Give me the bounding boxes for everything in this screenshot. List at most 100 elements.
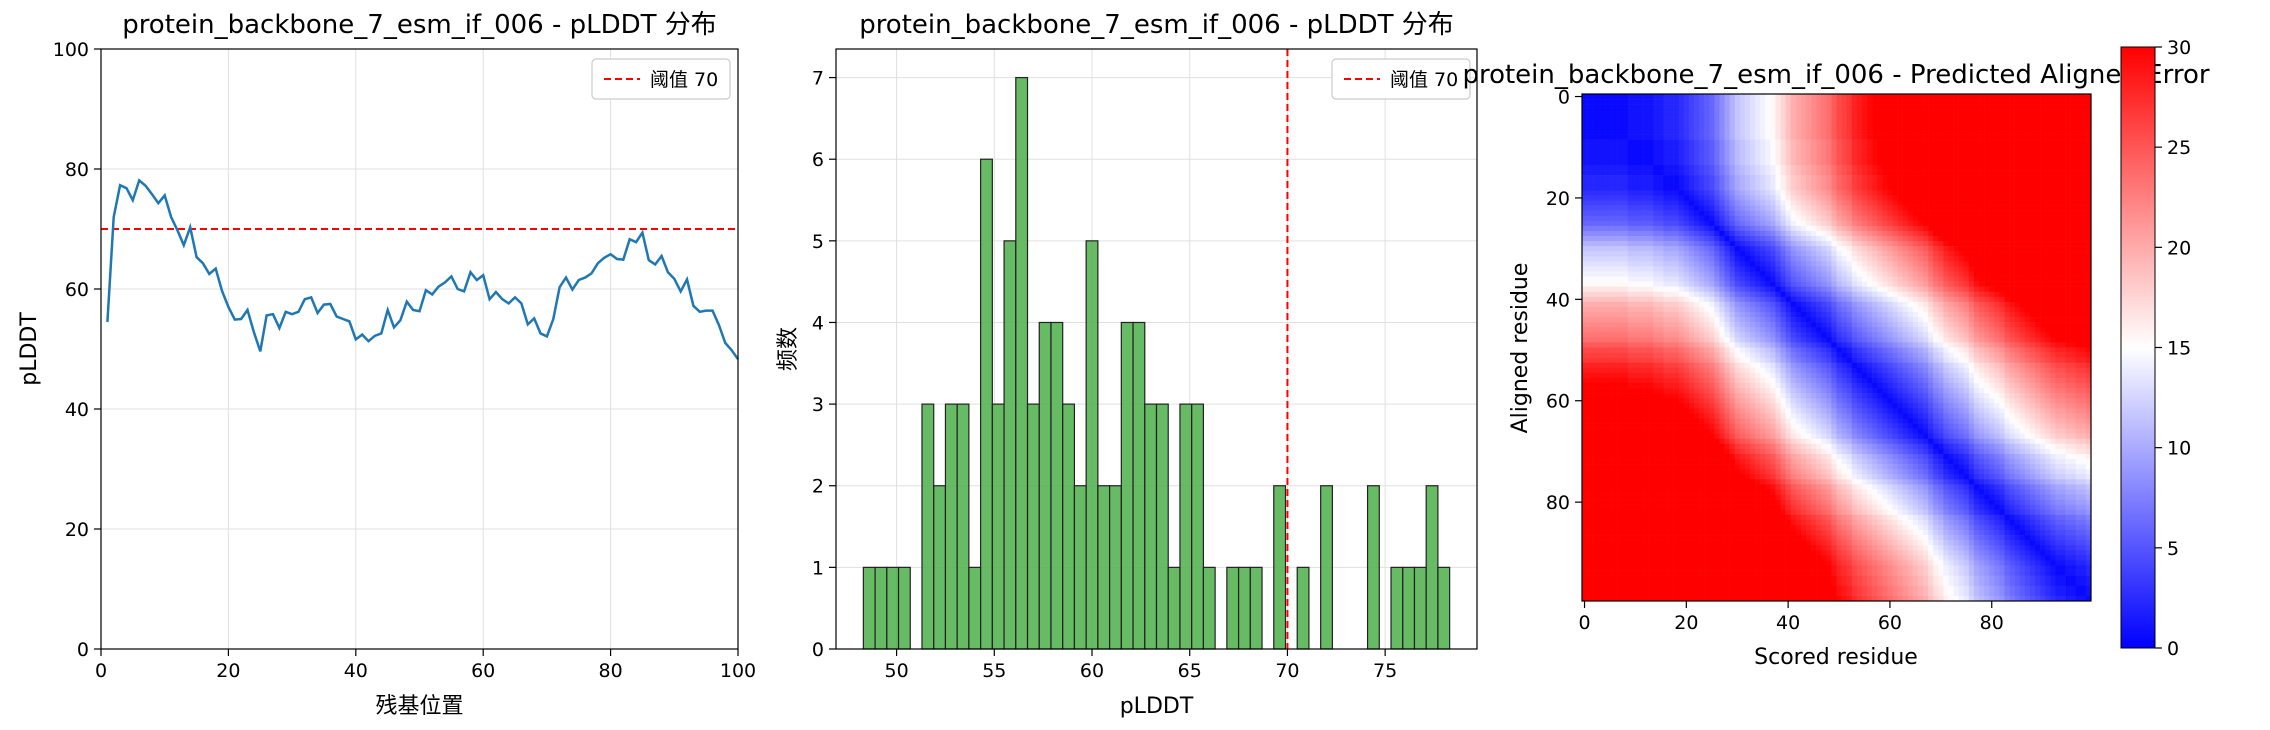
pae-cell <box>1836 109 1842 115</box>
pae-cell <box>1678 180 1685 186</box>
pae-cell <box>1602 195 1608 201</box>
pae-cell <box>1999 301 2005 308</box>
pae-cell <box>1760 306 1766 313</box>
pae-cell <box>1948 104 1954 110</box>
pae-cell <box>1867 114 1873 120</box>
pae-cell <box>1800 109 1807 115</box>
pae-cell <box>1622 230 1629 237</box>
pae-cell <box>1994 225 2000 232</box>
pae-cell <box>1673 246 1680 252</box>
pae-cell <box>1811 312 1817 318</box>
pae-cell <box>1612 200 1618 206</box>
pae-cell <box>2004 241 2010 247</box>
pae-cell <box>1673 301 1680 308</box>
pae-cell <box>1734 114 1741 120</box>
pae-cell <box>1678 170 1685 176</box>
pae-cell <box>1648 109 1654 115</box>
pae-cell <box>1632 114 1639 120</box>
pae-cell <box>1907 134 1914 140</box>
pae-cell <box>1622 149 1629 156</box>
pae-cell <box>1775 301 1781 308</box>
pae-cell <box>1785 170 1791 176</box>
pae-cell <box>1867 327 1873 333</box>
pae-cell <box>1968 139 1975 145</box>
pae-cell <box>1683 175 1690 181</box>
pae-cell <box>2085 159 2092 166</box>
pae-cell <box>2029 99 2036 105</box>
pae-cell <box>1836 175 1842 181</box>
pae-cell <box>1678 220 1685 227</box>
pae-cell <box>1968 195 1975 201</box>
pae-cell <box>1719 109 1725 115</box>
pae-cell <box>1907 104 1914 110</box>
pae-cell <box>1622 332 1629 338</box>
pae-cell <box>1729 291 1735 298</box>
pae-cell <box>1800 175 1807 181</box>
pae-cell <box>1856 322 1863 328</box>
pae-cell <box>1877 154 1883 161</box>
pae-cell <box>2029 281 2036 287</box>
pae-cell <box>1979 164 1985 171</box>
pae-cell <box>1968 144 1975 151</box>
pae-cell <box>2055 190 2061 196</box>
pae-cell <box>1923 241 1929 247</box>
pae-cell <box>1872 170 1878 176</box>
pae-cell <box>1928 104 1934 110</box>
pae-cell <box>1673 94 1680 100</box>
pae-cell <box>1867 286 1873 293</box>
pae-cell <box>2080 327 2087 333</box>
pae-cell <box>1872 312 1878 318</box>
pae-cell <box>1709 159 1715 166</box>
pae-cell <box>1790 312 1797 318</box>
pae-cell <box>1892 94 1898 100</box>
pae-cell <box>1917 210 1924 216</box>
pae-cell <box>1709 271 1715 277</box>
pae-cell <box>1643 109 1649 115</box>
pae-cell <box>1734 230 1741 237</box>
pae-cell <box>1648 286 1654 293</box>
pae-cell <box>1979 306 1985 313</box>
pae-cell <box>1739 261 1746 267</box>
pae-cell <box>2029 291 2036 298</box>
pae-cell <box>1831 190 1837 196</box>
pae-cell <box>1607 261 1613 267</box>
pae-cell <box>1867 246 1873 252</box>
pae-cell <box>1867 291 1873 298</box>
pae-cell <box>1637 215 1644 222</box>
pae-cell <box>1688 220 1695 227</box>
pae-cell <box>1724 139 1730 145</box>
pae-cell <box>1846 230 1853 237</box>
pae-cell <box>1984 159 1990 166</box>
pae-cell <box>2019 291 2026 298</box>
pae-cell <box>1887 220 1893 227</box>
pae-cell <box>1933 99 1939 105</box>
pae-cell <box>1882 225 1888 232</box>
pae-cell <box>1816 291 1822 298</box>
pae-cell <box>2035 210 2041 216</box>
pae-cell <box>1637 230 1644 237</box>
pae-cell <box>1989 149 1995 156</box>
pae-cell <box>1953 261 1959 267</box>
pae-cell <box>1933 225 1939 232</box>
pae-cell <box>1958 241 1965 247</box>
pae-cell <box>1795 175 1802 181</box>
pae-cell <box>1602 301 1608 308</box>
pae-cell <box>1867 180 1873 186</box>
pae-cell <box>1897 124 1903 130</box>
pae-cell <box>2029 322 2036 328</box>
pae-cell <box>2065 129 2071 135</box>
pae-cell <box>1653 114 1659 120</box>
pae-cell <box>1648 281 1654 287</box>
pae-cell <box>1790 185 1797 191</box>
pae-cell <box>1760 286 1766 293</box>
pae-cell <box>1790 205 1797 211</box>
pae-cell <box>1861 261 1868 267</box>
pae-cell <box>2004 144 2010 151</box>
pae-cell <box>1816 205 1822 211</box>
pae-cell <box>2080 271 2087 277</box>
pae-cell <box>1607 266 1613 272</box>
pae-cell <box>1704 312 1710 318</box>
pae-cell <box>1795 266 1802 272</box>
pae-cell <box>1668 210 1674 216</box>
histogram-legend-box <box>1331 58 1471 100</box>
